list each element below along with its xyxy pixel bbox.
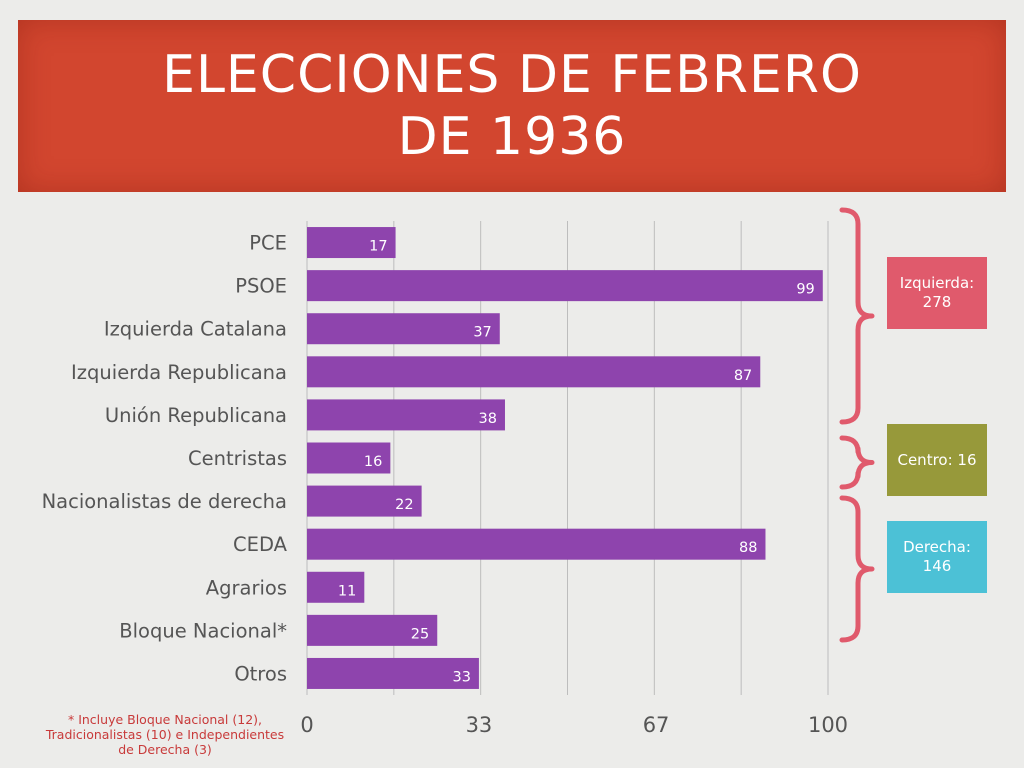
category-label: Otros (234, 662, 287, 685)
category-label: Izquierda Catalana (104, 318, 287, 341)
data-label: 37 (473, 325, 491, 341)
data-label: 87 (734, 368, 752, 384)
bar (307, 227, 396, 259)
group-box-derecha: Derecha: 146 (887, 521, 987, 593)
category-label: Nacionalistas de derecha (42, 490, 287, 513)
data-label: 33 (452, 669, 470, 685)
category-label: Centristas (188, 447, 287, 470)
data-label: 11 (338, 583, 356, 599)
category-label: CEDA (233, 533, 288, 556)
data-label: 17 (369, 239, 387, 255)
bar (307, 657, 479, 689)
bar (307, 270, 823, 302)
page-title: ELECCIONES DE FEBRERO DE 1936 (0, 44, 1024, 168)
data-label: 25 (411, 626, 429, 642)
bar (307, 614, 438, 646)
category-label: PCE (249, 232, 287, 255)
bar (307, 571, 365, 603)
brace-centro (839, 435, 875, 490)
data-label: 22 (395, 497, 413, 513)
footnote: * Incluye Bloque Nacional (12), Tradicio… (45, 712, 285, 757)
title-banner (18, 20, 1006, 192)
bar (307, 313, 500, 345)
category-label: Izquierda Republicana (71, 361, 287, 384)
x-tick-label: 67 (643, 713, 670, 737)
bar (307, 356, 761, 388)
brace-derecha (839, 495, 875, 643)
data-label: 88 (739, 540, 757, 556)
category-label: Bloque Nacional* (119, 619, 287, 642)
bar (307, 399, 505, 431)
bar (307, 528, 766, 560)
data-label: 99 (796, 282, 814, 298)
x-tick-label: 100 (808, 713, 848, 737)
category-label: PSOE (235, 275, 287, 298)
title-line-1: ELECCIONES DE FEBRERO (162, 45, 862, 105)
bar (307, 485, 422, 517)
data-label: 38 (479, 411, 497, 427)
x-tick-label: 33 (466, 713, 493, 737)
group-box-centro: Centro: 16 (887, 424, 987, 496)
brace-izquierda (839, 207, 875, 425)
x-tick-label: 0 (300, 713, 313, 737)
data-label: 16 (364, 454, 382, 470)
bar (307, 442, 391, 474)
category-label: Unión Republicana (105, 404, 287, 427)
title-line-2: DE 1936 (397, 107, 627, 167)
group-box-izquierda: Izquierda: 278 (887, 257, 987, 329)
category-label: Agrarios (206, 576, 287, 599)
